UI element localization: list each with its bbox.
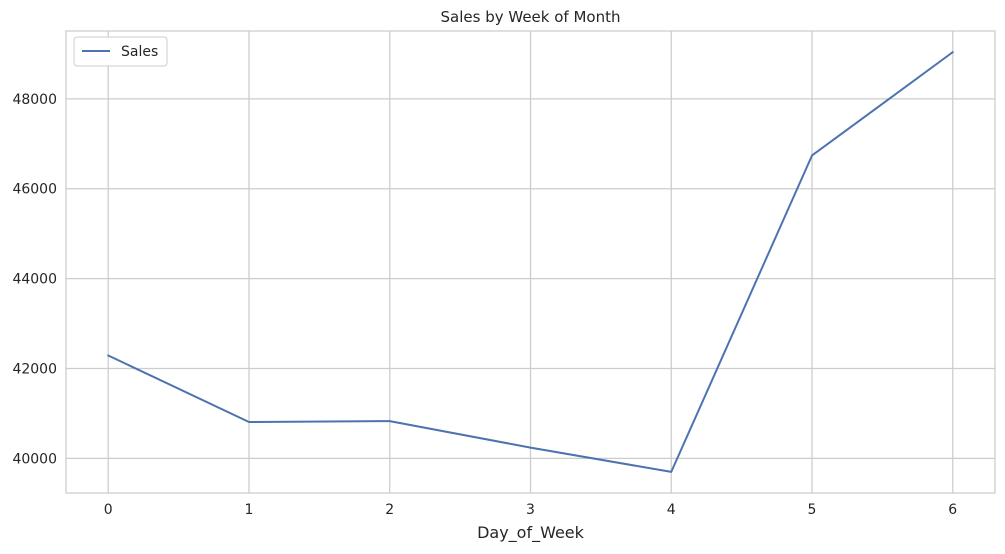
y-tick-label: 48000 <box>12 92 57 108</box>
x-axis-ticks: 0 1 2 3 4 5 6 <box>104 502 958 518</box>
y-axis-ticks: 40000 42000 44000 46000 48000 <box>12 92 57 468</box>
x-tick-label: 6 <box>948 502 957 518</box>
x-tick-label: 2 <box>385 502 394 518</box>
legend-box <box>73 36 168 67</box>
legend: Sales <box>73 36 168 67</box>
series-line-sales <box>107 51 954 473</box>
grid <box>66 31 995 493</box>
y-tick-label: 46000 <box>12 182 57 198</box>
series-layer <box>107 51 954 473</box>
y-tick-label: 40000 <box>12 451 57 467</box>
x-tick-label: 0 <box>104 502 113 518</box>
x-tick-label: 3 <box>526 502 535 518</box>
chart-title: Sales by Week of Month <box>441 8 621 26</box>
y-tick-label: 44000 <box>12 272 57 288</box>
x-tick-label: 5 <box>808 502 817 518</box>
plot-area-frame <box>65 30 996 494</box>
x-axis-title: Day_of_Week <box>477 523 585 543</box>
legend-label-sales: Sales <box>121 44 158 60</box>
x-tick-label: 4 <box>667 502 676 518</box>
x-tick-label: 1 <box>245 502 254 518</box>
y-tick-label: 42000 <box>12 362 57 378</box>
